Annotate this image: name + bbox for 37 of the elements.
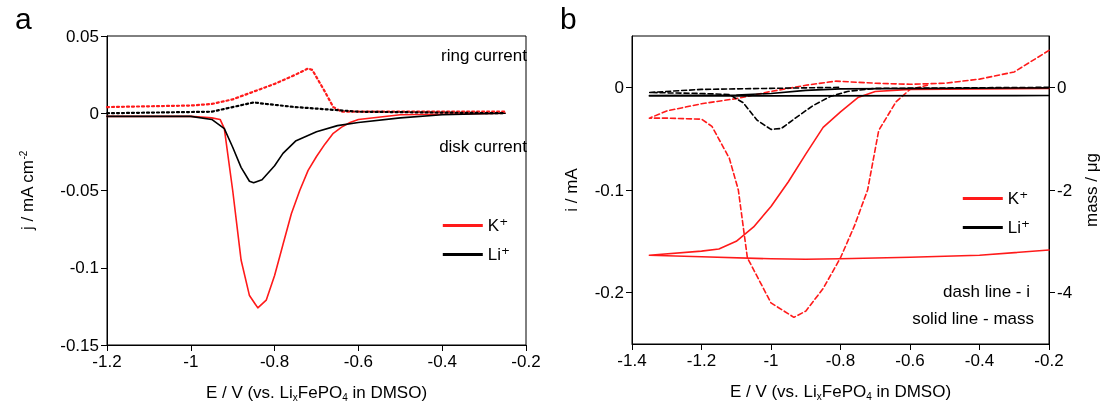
legend-label: K⁺ [1007,189,1029,208]
x-tick-label: -0.8 [259,352,290,371]
annotation: ring current [441,46,528,65]
y2-tick-label: -2 [1057,180,1073,200]
x-tick-label: -0.6 [343,352,374,371]
annotation: disk current [439,137,528,156]
chart-title: a [15,1,32,35]
x-tick-label: -0.4 [964,351,995,370]
annotation: dash line - i [943,282,1030,301]
y-axis-title: j / mA cm-2 [17,150,37,231]
chart-title: b [560,1,577,35]
legend-label: K⁺ [487,216,509,235]
x-tick-label: -0.6 [895,351,925,370]
y-tick-label: -0.15 [60,335,99,355]
x-tick-label: -0.2 [1034,351,1064,370]
y2-tick-label: -4 [1057,283,1073,303]
y-axis-title: i / mA [562,167,581,212]
x-tick-label: -0.4 [427,352,457,371]
y-tick-label: -0.1 [69,258,99,278]
x-tick-label: -1 [763,351,779,370]
x-tick-label: -1 [183,352,199,371]
y-tick-label: 0 [89,103,99,123]
x-tick-label: -1.2 [92,352,122,371]
x-tick-label: -0.8 [825,351,856,370]
y-tick-label: -0.05 [60,181,99,200]
annotation: solid line - mass [912,309,1034,328]
y2-axis-title: mass / μg [1082,152,1102,228]
y-tick-label: 0 [614,77,624,97]
legend-label: Li⁺ [487,245,511,264]
x-tick-label: -0.2 [511,352,541,371]
y-tick-label: -0.1 [594,180,624,200]
x-tick-label: -1.4 [617,351,647,370]
y-tick-label: -0.2 [594,283,624,303]
x-tick-label: -1.2 [686,351,717,370]
y2-tick-label: 0 [1057,77,1067,97]
legend-label: Li⁺ [1007,218,1031,237]
y-tick-label: 0.05 [65,26,99,46]
